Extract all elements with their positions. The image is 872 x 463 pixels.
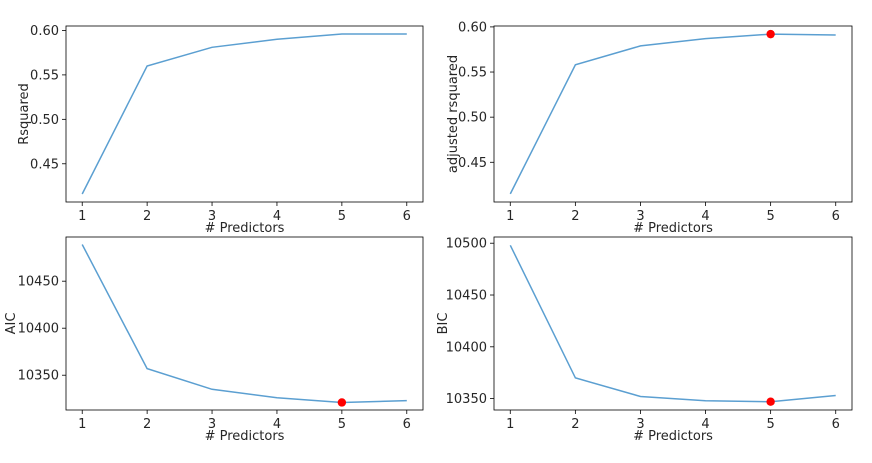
adjusted-rsquared-y-axis-label: adjusted rsquared — [446, 55, 461, 173]
bic-axes-frame — [493, 236, 853, 411]
aic-x-tick-label-3: 3 — [208, 417, 216, 432]
aic-x-tick-label-6: 6 — [403, 417, 411, 432]
adjusted-rsquared-x-tick-label-3: 3 — [636, 209, 644, 224]
adjusted-rsquared-y-tick-label-2: 0.50 — [458, 111, 487, 126]
aic-x-axis-label: # Predictors — [205, 429, 285, 444]
adjusted-rsquared-x-tick-label-2: 2 — [571, 209, 579, 224]
aic-x-tick-label-2: 2 — [143, 417, 151, 432]
adjusted-rsquared-x-tick-label-1: 1 — [506, 209, 514, 224]
bic-x-axis-label: # Predictors — [633, 429, 713, 444]
bic-y-tick-label-1: 10350 — [446, 392, 487, 407]
aic-y-axis-label: AIC — [4, 313, 19, 335]
subplot-aic: 1 2 3 4 5 6 10350 10400 10450 # Predictors AIC — [4, 236, 424, 444]
rsquared-x-tick-label-5: 5 — [338, 209, 346, 224]
rsquared-x-tick-label-1: 1 — [78, 209, 86, 224]
aic-x-tick-label-1: 1 — [78, 417, 86, 432]
rsquared-x-tick-label-4: 4 — [273, 209, 281, 224]
rsquared-y-tick-label-1: 0.45 — [30, 157, 59, 172]
rsquared-y-axis-label: Rsquared — [17, 83, 32, 145]
subplot-adjusted-rsquared: 1 2 3 4 5 6 0.45 0.50 0.55 0.60 # Predictors adjust… — [446, 20, 853, 236]
aic-axes-frame — [65, 236, 424, 411]
rsquared-series-line — [81, 33, 407, 195]
aic-series-line — [81, 244, 407, 404]
rsquared-x-tick-label-2: 2 — [143, 209, 151, 224]
aic-y-tick-label-3: 10450 — [18, 275, 59, 290]
rsquared-x-tick-label-6: 6 — [403, 209, 411, 224]
adjusted-rsquared-y-tick-label-4: 0.60 — [458, 20, 487, 35]
bic-y-tick-label-3: 10450 — [446, 289, 487, 304]
bic-x-tick-label-3: 3 — [636, 417, 644, 432]
adjusted-rsquared-x-axis-label: # Predictors — [633, 221, 713, 236]
bic-y-tick-label-4: 10500 — [446, 237, 487, 252]
aic-optimum-point — [337, 398, 347, 407]
bic-optimum-point — [766, 397, 775, 406]
adjusted-rsquared-series-line — [509, 33, 836, 195]
rsquared-x-axis-label: # Predictors — [205, 221, 285, 236]
adjusted-rsquared-optimum-point — [766, 29, 775, 39]
aic-x-tick-label-5: 5 — [338, 417, 346, 432]
bic-series-line — [509, 244, 836, 403]
bic-y-tick-label-2: 10400 — [446, 340, 487, 355]
bic-x-tick-label-1: 1 — [506, 417, 514, 432]
subplot-rsquared: 1 2 3 4 5 6 0.45 0.50 0.55 0.60 # Predictors Rsquar… — [17, 24, 424, 236]
bic-x-tick-label-6: 6 — [832, 417, 840, 432]
adjusted-rsquared-x-tick-label-4: 4 — [701, 209, 709, 224]
aic-x-tick-label-4: 4 — [273, 417, 281, 432]
rsquared-y-tick-label-3: 0.55 — [30, 68, 59, 83]
adjusted-rsquared-x-tick-label-5: 5 — [766, 209, 774, 224]
bic-x-tick-label-2: 2 — [571, 417, 579, 432]
adjusted-rsquared-y-tick-label-1: 0.45 — [458, 156, 487, 171]
adjusted-rsquared-x-tick-label-6: 6 — [832, 209, 840, 224]
rsquared-y-tick-label-2: 0.50 — [30, 113, 59, 128]
rsquared-axes-frame — [65, 25, 424, 203]
aic-y-tick-label-2: 10400 — [18, 322, 59, 337]
bic-y-axis-label: BIC — [436, 313, 451, 335]
aic-y-tick-label-1: 10350 — [18, 369, 59, 384]
rsquared-y-tick-label-4: 0.60 — [30, 24, 59, 39]
bic-x-tick-label-5: 5 — [766, 417, 774, 432]
adjusted-rsquared-axes-frame — [493, 25, 853, 203]
subplot-bic: 1 2 3 4 5 6 10350 10400 10450 10500 # Predictors BI… — [436, 236, 853, 444]
bic-x-tick-label-4: 4 — [701, 417, 709, 432]
rsquared-x-tick-label-3: 3 — [208, 209, 216, 224]
adjusted-rsquared-y-tick-label-3: 0.55 — [458, 66, 487, 81]
